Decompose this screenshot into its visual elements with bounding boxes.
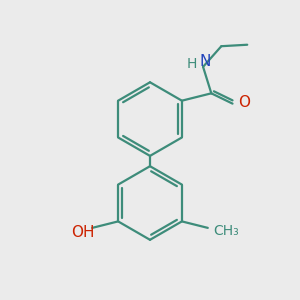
Text: N: N	[200, 54, 211, 69]
Text: H: H	[187, 58, 197, 71]
Text: O: O	[238, 95, 250, 110]
Text: OH: OH	[71, 225, 94, 240]
Text: CH₃: CH₃	[213, 224, 239, 239]
